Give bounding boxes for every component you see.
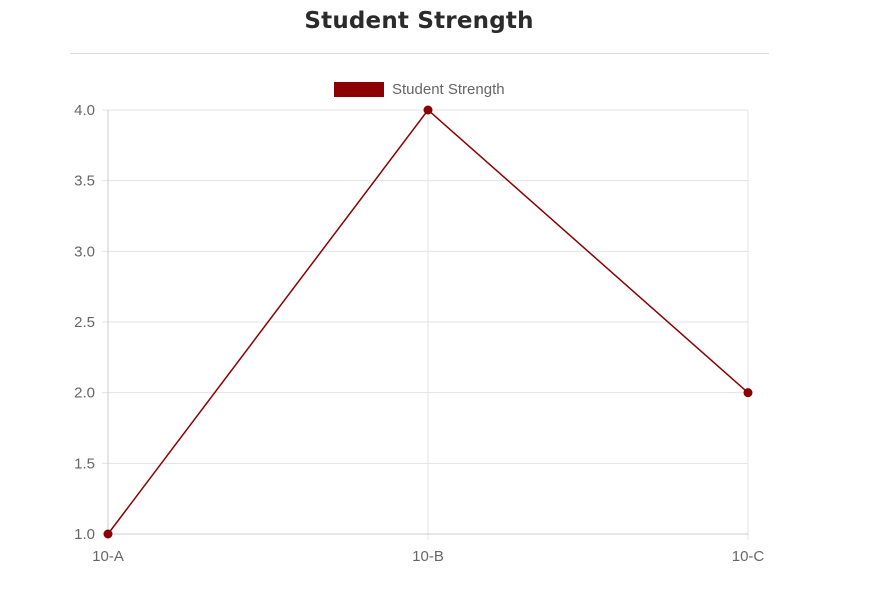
y-tick-label: 3.0 [74,243,95,260]
y-tick-label: 2.0 [74,385,95,402]
x-tick-label: 10-C [732,548,765,565]
x-tick-label: 10-B [412,548,444,565]
axes [107,110,748,535]
grid-lines [102,109,749,540]
series-layer [103,105,753,539]
y-tick-label: 1.5 [74,455,95,472]
page-title: Student Strength [304,8,534,34]
legend-swatch[interactable] [334,82,384,97]
y-tick-label: 4.0 [74,102,95,119]
title-divider [70,53,769,54]
data-point-10-a[interactable] [103,529,113,539]
legend[interactable]: Student Strength [334,81,505,98]
legend-label[interactable]: Student Strength [392,81,505,98]
x-tick-label: 10-A [92,548,124,565]
y-tick-label: 2.5 [74,314,95,331]
y-tick-label: 3.5 [74,173,95,190]
tick-labels: 1.0 1.5 2.0 2.5 3.0 3.5 4.0 10-A 10-B 10-C [74,102,764,565]
data-point-10-c[interactable] [743,388,753,398]
y-tick-label: 1.0 [74,526,95,543]
data-point-10-b[interactable] [423,105,433,115]
